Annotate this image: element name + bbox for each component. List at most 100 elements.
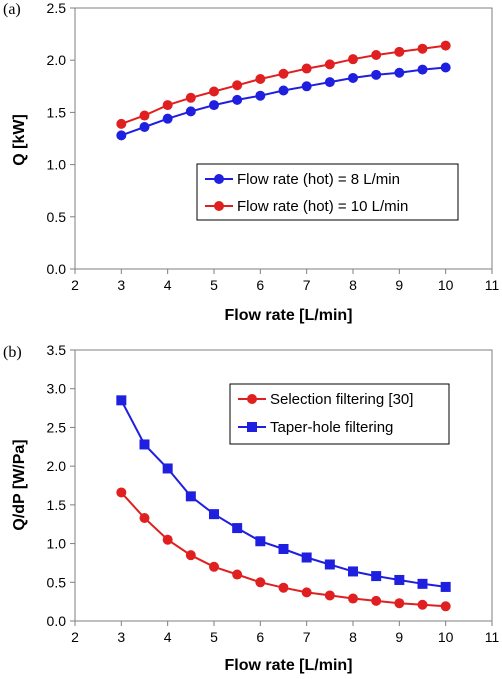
legend-label: Taper-hole filtering (270, 419, 393, 436)
data-point (278, 68, 289, 79)
y-tick-label: 0.0 (47, 261, 67, 277)
data-point (324, 77, 335, 88)
data-point (185, 491, 196, 502)
data-point (116, 130, 127, 141)
data-point (185, 550, 196, 561)
data-point (116, 395, 127, 406)
data-point (278, 543, 289, 554)
data-point (116, 118, 127, 129)
legend-box (196, 163, 459, 221)
data-point (139, 439, 150, 450)
x-tick-label: 8 (349, 277, 357, 293)
data-point (324, 559, 335, 570)
data-point (417, 43, 428, 54)
y-tick-label: 3.0 (47, 381, 67, 397)
data-point (324, 590, 335, 601)
y-axis-label: Q/dP [W/Pa] (11, 439, 28, 530)
data-point (348, 593, 358, 604)
data-point (301, 63, 312, 74)
x-tick-label: 10 (438, 629, 454, 645)
legend: Flow rate (hot) = 8 L/min Flow rate (hot)… (196, 163, 459, 221)
y-tick-label: 0.5 (47, 574, 67, 590)
data-point (417, 599, 428, 610)
x-tick-label: 7 (303, 277, 311, 293)
x-tick-label: 6 (256, 277, 264, 293)
x-tick-label: 11 (485, 629, 500, 645)
data-point (301, 81, 312, 92)
data-point (162, 463, 173, 474)
data-point (301, 552, 312, 563)
data-point (301, 587, 312, 598)
data-point (440, 601, 451, 612)
legend-swatch-marker (247, 394, 257, 404)
data-point (185, 92, 196, 103)
legend-swatch-marker (214, 174, 224, 184)
y-axis-label: Q [kW] (11, 114, 28, 166)
series-1 (116, 395, 451, 592)
y-tick-label: 2.5 (47, 419, 67, 435)
x-axis-label: Flow rate [L/min] (225, 657, 353, 674)
data-point (116, 487, 127, 498)
legend-box (229, 383, 450, 445)
data-point (139, 513, 150, 524)
x-tick-label: 5 (210, 277, 218, 293)
y-tick-label: 1.5 (47, 497, 67, 513)
data-point (371, 571, 382, 582)
x-tick-label: 10 (438, 277, 454, 293)
data-point (232, 523, 243, 534)
data-point (278, 582, 289, 593)
series-line (120, 44, 446, 125)
data-point (209, 509, 219, 520)
data-point (394, 574, 405, 585)
legend-label: Flow rate (hot) = 10 L/min (237, 198, 408, 215)
x-tick-label: 4 (164, 629, 172, 645)
y-tick-label: 0.5 (47, 209, 67, 225)
x-tick-label: 5 (210, 629, 218, 645)
data-point (348, 566, 358, 577)
x-tick-label: 3 (117, 277, 125, 293)
data-point (232, 80, 243, 91)
plot-frame (74, 349, 493, 622)
data-point (185, 106, 196, 117)
y-tick-label: 2.0 (47, 52, 67, 68)
x-tick-label: 8 (349, 629, 357, 645)
panel-label: (a) (3, 1, 21, 18)
data-point (255, 73, 266, 84)
data-point (209, 100, 219, 111)
series-0 (116, 62, 451, 141)
x-tick-label: 9 (395, 629, 403, 645)
x-tick-label: 2 (71, 277, 79, 293)
chart-panel-b: (b) 2 3 4 5 6 7 8 9 10 11 0.0 0.5 1.0 1.5 2.0 2.5 3.0 3.5 F… (3, 342, 499, 674)
data-point (371, 49, 382, 60)
y-tick-label: 1.5 (47, 104, 67, 120)
data-point (162, 100, 173, 111)
data-point (324, 59, 335, 70)
x-axis-label: Flow rate [L/min] (225, 307, 353, 324)
data-point (440, 62, 451, 73)
y-tick-label: 3.5 (47, 342, 67, 358)
y-tick-label: 0.0 (47, 613, 67, 629)
x-tick-label: 4 (164, 277, 172, 293)
legend-swatch-marker (214, 201, 224, 211)
x-tick-label: 7 (303, 629, 311, 645)
data-point (371, 69, 382, 80)
data-point (162, 534, 173, 545)
series-0 (116, 487, 451, 612)
data-point (348, 72, 358, 83)
data-point (209, 86, 219, 97)
data-point (440, 581, 451, 592)
x-tick-label: 11 (485, 277, 500, 293)
data-point (255, 536, 266, 547)
y-tick-label: 1.0 (47, 536, 67, 552)
x-tick-label: 3 (117, 629, 125, 645)
legend-label: Selection filtering [30] (270, 391, 413, 408)
data-point (371, 595, 382, 606)
legend-label: Flow rate (hot) = 8 L/min (237, 171, 400, 188)
data-point (417, 578, 428, 589)
data-point (394, 67, 405, 78)
series-1 (116, 40, 451, 129)
y-tick-label: 1.0 (47, 157, 67, 173)
data-point (394, 46, 405, 57)
plot-frame (74, 7, 493, 270)
